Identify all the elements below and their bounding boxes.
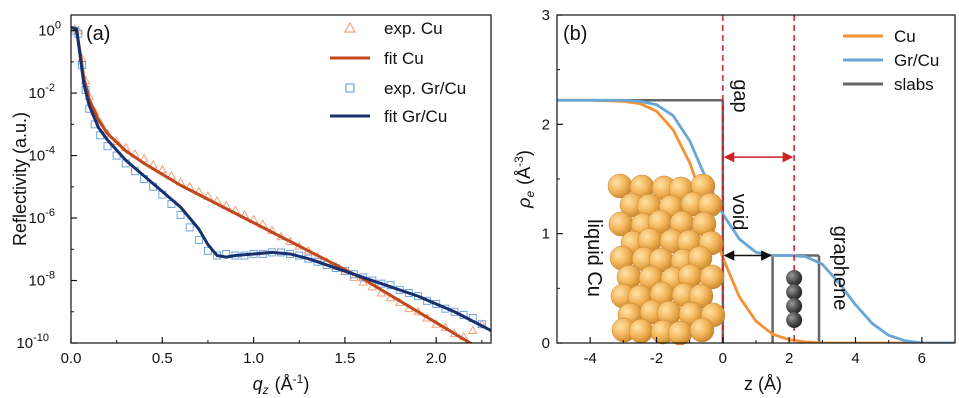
panel-a-xlabel-unit: (Å (275, 374, 293, 394)
graphene-atom (786, 284, 803, 300)
panel-b-ylabel-unit: (Å (514, 167, 534, 185)
legend-entry: exp. Gr/Cu (345, 79, 466, 98)
panel-a-ytick-label: 10-10 (16, 332, 49, 352)
annotation-liquid-cu: liquid Cu (583, 219, 605, 297)
panel-b-ylabel-unit-close: ) (514, 150, 534, 156)
panel-a-ytick-exponent: -6 (45, 207, 55, 219)
legend-triangle-symbol (343, 21, 357, 33)
panel-a-xlabel-sub: z (262, 383, 269, 397)
panel-a-ytick-mantissa: 10 (29, 85, 46, 102)
liquid-cu-cluster-image (607, 173, 726, 346)
panel-a-ytick-exponent: -10 (33, 332, 49, 344)
legend-label: fit Cu (384, 49, 424, 68)
exp-grcu-point (103, 142, 112, 151)
fit-grcu-line (71, 26, 491, 332)
panel-b-xlabel: z (Å) (744, 374, 782, 394)
panel-b-label: (b) (563, 23, 587, 45)
panel-a-frame (70, 14, 492, 344)
legend-entry: exp. Cu (343, 19, 443, 38)
legend-entry: Gr/Cu (843, 51, 939, 70)
exp-grcu-point (185, 223, 194, 232)
panel-b-ylabel-unit-sup: -3 (512, 156, 526, 167)
panel-a-ytick-exponent: -4 (45, 145, 55, 157)
legend-label: fit Gr/Cu (384, 107, 447, 126)
panel-a-ytick-exponent: 0 (55, 20, 61, 32)
panel-a-ytick-mantissa: 10 (16, 335, 33, 352)
panel-b-xtick-label: -4 (583, 350, 596, 367)
panel-b-xtick-label: 0 (719, 350, 727, 367)
exp-grcu-point (176, 210, 185, 219)
panel-a-xlabel-unit-close: ) (303, 374, 309, 394)
cu-atom-sphere (689, 317, 715, 343)
legend-label: Cu (894, 27, 916, 46)
cu-density-line (557, 98, 955, 343)
graphene-atom (786, 270, 803, 286)
panel-b-ytick-label: 3 (542, 7, 550, 24)
panel-b-ylabel-sub: e (523, 191, 537, 198)
panel-b-ytick-label: 0 (542, 335, 550, 352)
panel-a-xlabel-q: q (253, 374, 263, 394)
annotation-graphene: graphene (829, 226, 851, 311)
panel-b-legend: Cu Gr/Cu slabs (843, 27, 939, 94)
panel-b-ytick-label: 1 (542, 226, 550, 243)
panel-a-xtick-label: 0.5 (152, 350, 173, 367)
legend-label: exp. Cu (384, 19, 443, 38)
panel-a-ytick-label: 100 (38, 20, 61, 40)
panel-a-marks (71, 24, 491, 343)
panel-a-xtick-label: 1.0 (243, 350, 264, 367)
legend-entry: Cu (843, 27, 916, 46)
panel-a-ytick-mantissa: 10 (29, 210, 46, 227)
panel-b-xtick-label: -2 (650, 350, 663, 367)
panel-a-ytick-mantissa: 10 (29, 273, 46, 290)
panel-b-axes: -4 -2 0 2 4 6 0 1 2 3 (542, 7, 956, 367)
panel-a-xtick-label: 0.0 (61, 350, 82, 367)
graphene-atoms-image (786, 270, 803, 328)
legend-entry: fit Gr/Cu (330, 107, 447, 126)
panel-a-ylabel: Reflectivity (a.u.) (10, 112, 30, 246)
legend-label: slabs (894, 75, 934, 94)
exp-grcu-point (194, 235, 203, 244)
panel-a: 0.0 0.5 1.0 1.5 2.010010-210-410-610-810-10 … (10, 14, 492, 397)
legend-entry: fit Cu (330, 49, 424, 68)
legend-label: Gr/Cu (894, 51, 939, 70)
panel-a-ytick-mantissa: 10 (29, 148, 46, 165)
cu-atom-sphere (699, 264, 725, 290)
cu-atom-sphere (667, 320, 693, 346)
panel-a-ytick-mantissa: 10 (38, 23, 55, 40)
grcu-density-line (557, 98, 955, 343)
panel-a-ytick-label: 10-8 (29, 270, 55, 290)
panel-a-xtick-label: 1.5 (334, 350, 355, 367)
legend-square-symbol (345, 83, 355, 93)
panel-b-xtick-label: 4 (851, 350, 859, 367)
panel-a-xtick-label: 2.0 (426, 350, 447, 367)
annotation-gap: gap (729, 79, 751, 112)
exp-cu-point (467, 325, 478, 335)
cu-atom-sphere (628, 318, 654, 344)
annotation-void: void (728, 194, 750, 231)
graphene-atom (786, 298, 803, 314)
panel-a-xlabel: qz (Å-1) (253, 372, 310, 397)
panel-a-ytick-exponent: -8 (45, 270, 55, 282)
graphene-atom (786, 312, 803, 328)
fit-cu-line (71, 26, 474, 343)
legend-entry: slabs (843, 75, 934, 94)
panel-a-ytick-label: 10-6 (29, 207, 55, 227)
panel-b-xtick-label: 2 (785, 350, 793, 367)
panel-b-ylabel-rho: ρ (514, 198, 534, 209)
panel-b-xtick-label: 6 (918, 350, 926, 367)
panel-a-ytick-label: 10-2 (29, 82, 55, 102)
panel-b-ylabel: ρe (Å-3) (512, 150, 537, 209)
panel-a-ytick-exponent: -2 (45, 82, 55, 94)
panel-b-ytick-label: 2 (542, 116, 550, 133)
panel-a-legend: exp. Cu fit Cu exp. Gr/Cu fit Gr/Cu (330, 19, 466, 126)
panel-a-xlabel-unit-sup: -1 (293, 372, 304, 386)
legend-label: exp. Gr/Cu (384, 79, 466, 98)
panel-a-label: (a) (86, 23, 110, 45)
panel-a-ytick-label: 10-4 (29, 145, 55, 165)
